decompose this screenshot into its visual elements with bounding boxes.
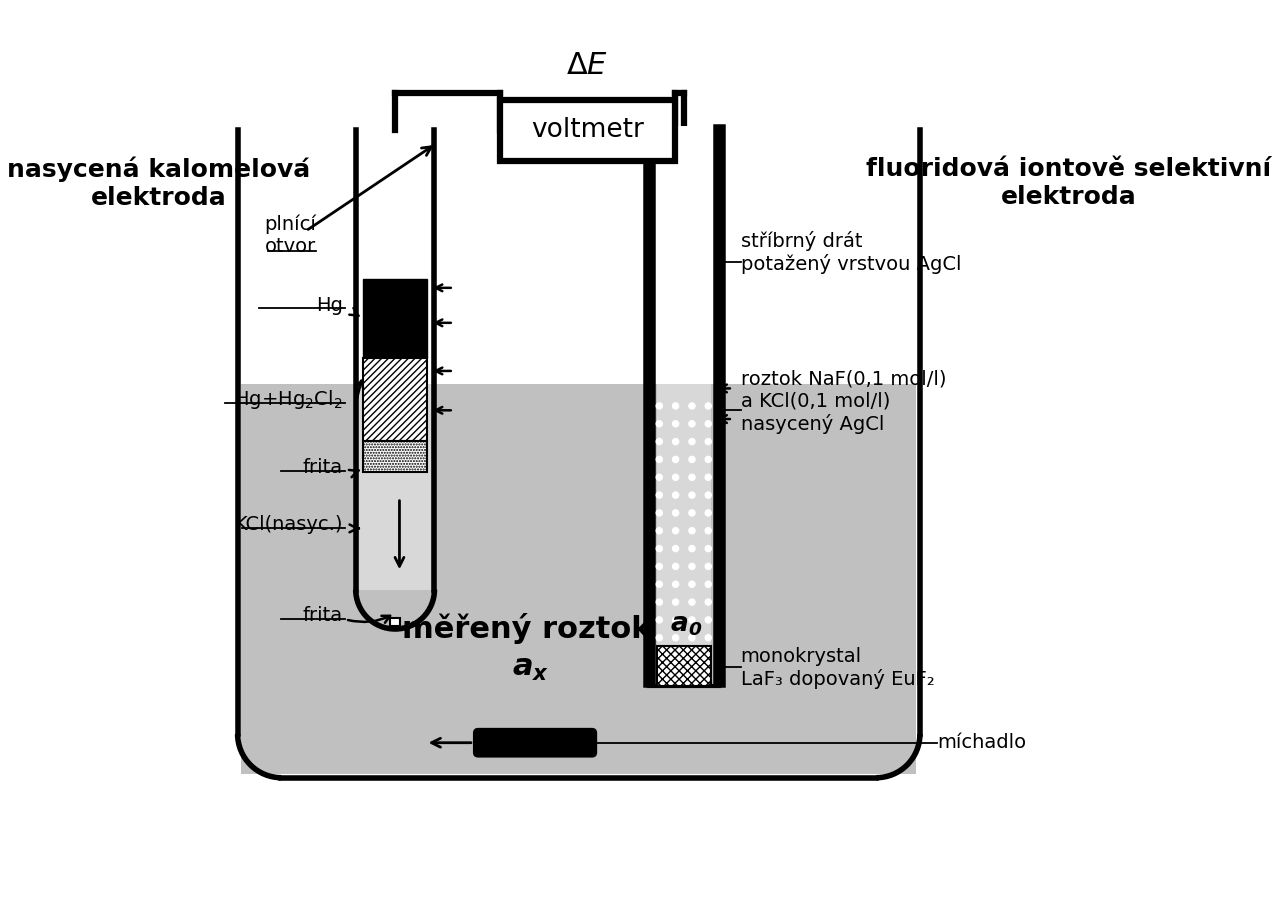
Circle shape (689, 563, 695, 569)
Polygon shape (363, 441, 427, 472)
Circle shape (706, 438, 711, 445)
Circle shape (706, 509, 711, 516)
Circle shape (656, 635, 662, 641)
Circle shape (706, 474, 711, 480)
Circle shape (689, 581, 695, 587)
Text: $\Delta E$: $\Delta E$ (567, 51, 608, 79)
Polygon shape (657, 126, 711, 384)
Circle shape (672, 617, 679, 623)
Text: Hg: Hg (316, 296, 343, 315)
Circle shape (656, 545, 662, 552)
Text: frita: frita (303, 606, 343, 626)
FancyBboxPatch shape (473, 728, 597, 758)
Circle shape (689, 402, 695, 409)
Polygon shape (657, 384, 711, 651)
Circle shape (672, 402, 679, 409)
Circle shape (672, 563, 679, 569)
Circle shape (689, 545, 695, 552)
Polygon shape (359, 384, 431, 590)
Circle shape (706, 563, 711, 569)
Circle shape (672, 599, 679, 605)
Circle shape (689, 528, 695, 533)
Text: nasycená kalomelová
elektroda: nasycená kalomelová elektroda (8, 156, 310, 210)
Circle shape (689, 456, 695, 462)
Circle shape (656, 599, 662, 605)
Circle shape (706, 421, 711, 426)
Circle shape (689, 492, 695, 498)
Circle shape (672, 635, 679, 641)
Text: měřený roztok: měřený roztok (402, 614, 650, 644)
Text: roztok NaF(0,1 mol/l)
a KCl(0,1 mol/l)
nasycený AgCl: roztok NaF(0,1 mol/l) a KCl(0,1 mol/l) n… (740, 369, 946, 434)
Circle shape (672, 528, 679, 533)
Circle shape (672, 474, 679, 480)
Circle shape (656, 438, 662, 445)
Text: KCl(nasyc.): KCl(nasyc.) (234, 514, 343, 533)
Circle shape (706, 492, 711, 498)
Circle shape (706, 402, 711, 409)
Text: plnící
otvor: plnící otvor (264, 215, 316, 256)
Text: $\bfit{a}_x$: $\bfit{a}_x$ (512, 653, 549, 683)
FancyBboxPatch shape (500, 100, 675, 161)
Text: stříbrný drát
potažený vrstvou AgCl: stříbrný drát potažený vrstvou AgCl (740, 232, 961, 274)
Circle shape (689, 421, 695, 426)
Polygon shape (657, 646, 711, 686)
Polygon shape (241, 384, 916, 774)
Circle shape (672, 456, 679, 462)
Polygon shape (359, 126, 431, 384)
Circle shape (706, 617, 711, 623)
Circle shape (689, 438, 695, 445)
Text: monokrystal
LaF₃ dopovaný EuF₂: monokrystal LaF₃ dopovaný EuF₂ (740, 647, 934, 689)
Circle shape (656, 402, 662, 409)
Circle shape (689, 635, 695, 641)
Circle shape (706, 545, 711, 552)
Circle shape (656, 456, 662, 462)
Circle shape (672, 509, 679, 516)
Circle shape (706, 528, 711, 533)
Circle shape (689, 617, 695, 623)
Circle shape (656, 581, 662, 587)
Circle shape (656, 421, 662, 426)
Circle shape (656, 492, 662, 498)
Text: voltmetr: voltmetr (531, 117, 644, 143)
Polygon shape (363, 358, 427, 441)
Circle shape (706, 456, 711, 462)
Text: $\bfit{a}_{\bfit{0}}$: $\bfit{a}_{\bfit{0}}$ (670, 612, 703, 638)
Circle shape (656, 617, 662, 623)
Circle shape (656, 474, 662, 480)
Text: míchadlo: míchadlo (938, 733, 1026, 752)
Circle shape (706, 581, 711, 587)
Circle shape (672, 421, 679, 426)
Text: fluoridová iontově selektivní
elektroda: fluoridová iontově selektivní elektroda (866, 157, 1271, 209)
Circle shape (672, 581, 679, 587)
Circle shape (672, 438, 679, 445)
Text: frita: frita (303, 458, 343, 476)
Polygon shape (390, 617, 400, 627)
Circle shape (656, 563, 662, 569)
Circle shape (706, 635, 711, 641)
Circle shape (706, 599, 711, 605)
Circle shape (672, 545, 679, 552)
Text: Hg+Hg$_2$Cl$_2$: Hg+Hg$_2$Cl$_2$ (235, 388, 343, 411)
Circle shape (689, 509, 695, 516)
Circle shape (689, 474, 695, 480)
Circle shape (689, 599, 695, 605)
Polygon shape (363, 279, 427, 358)
Circle shape (656, 528, 662, 533)
Circle shape (672, 492, 679, 498)
Circle shape (656, 509, 662, 516)
